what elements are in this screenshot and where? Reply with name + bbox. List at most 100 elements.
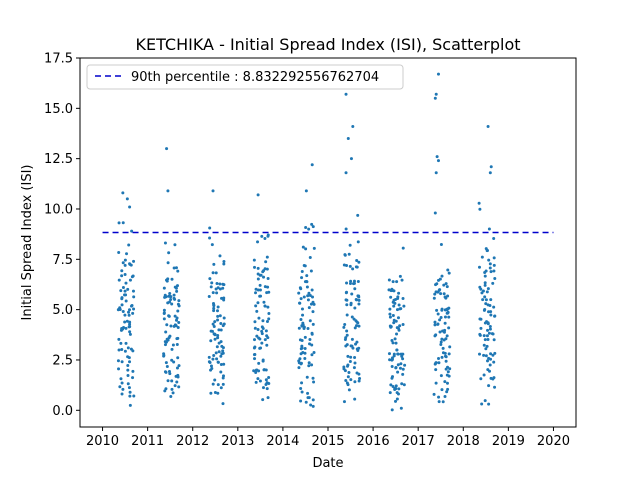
scatter-point xyxy=(305,285,309,289)
scatter-point xyxy=(307,361,311,365)
scatter-point xyxy=(347,388,351,392)
scatter-point xyxy=(177,364,181,368)
scatter-point xyxy=(267,381,271,385)
scatter-point xyxy=(171,343,175,347)
scatter-point xyxy=(402,383,406,387)
scatter-point xyxy=(311,225,315,229)
scatter-point xyxy=(344,298,348,302)
scatter-point xyxy=(493,385,497,389)
scatter-point xyxy=(401,323,405,327)
scatter-point xyxy=(265,291,269,295)
scatter-point xyxy=(121,327,125,331)
scatter-point xyxy=(443,315,447,319)
scatter-point xyxy=(492,269,496,273)
scatter-point xyxy=(128,320,132,324)
scatter-point xyxy=(121,261,125,265)
scatter-point xyxy=(439,292,443,296)
y-tick-label: 17.5 xyxy=(44,52,73,67)
scatter-point xyxy=(346,137,350,141)
scatter-point xyxy=(120,297,124,301)
scatter-point xyxy=(169,394,173,398)
scatter-point xyxy=(391,341,395,345)
scatter-point xyxy=(357,302,361,306)
scatter-point xyxy=(127,356,131,360)
scatter-point xyxy=(488,363,492,367)
scatter-point xyxy=(221,374,225,378)
scatter-point xyxy=(346,375,350,379)
scatter-point xyxy=(492,338,496,342)
scatter-point xyxy=(162,286,166,290)
scatter-point xyxy=(488,266,492,270)
scatter-point xyxy=(492,237,496,241)
scatter-point xyxy=(479,326,483,330)
scatter-point xyxy=(211,322,215,326)
scatter-point xyxy=(123,263,127,267)
scatter-point xyxy=(218,287,222,291)
scatter-point xyxy=(356,280,360,284)
scatter-point xyxy=(308,342,312,346)
scatter-point xyxy=(117,250,121,254)
scatter-point xyxy=(358,376,362,380)
scatter-point xyxy=(388,358,392,362)
scatter-point xyxy=(260,325,264,329)
scatter-point xyxy=(485,344,489,348)
scatter-point xyxy=(256,301,260,305)
scatter-point xyxy=(395,348,399,352)
scatter-point xyxy=(209,285,213,289)
scatter-point xyxy=(389,295,393,299)
scatter-point xyxy=(491,377,495,381)
scatter-point xyxy=(120,274,124,278)
scatter-point xyxy=(170,347,174,351)
scatter-point xyxy=(175,316,179,320)
scatter-point xyxy=(349,344,353,348)
scatter-point xyxy=(486,328,490,332)
scatter-point xyxy=(252,353,256,357)
scatter-point xyxy=(256,266,260,270)
scatter-point xyxy=(306,327,310,331)
scatter-point xyxy=(261,319,265,323)
scatter-point xyxy=(440,308,444,312)
scatter-point xyxy=(124,326,128,330)
scatter-point xyxy=(211,357,215,361)
scatter-point xyxy=(125,197,129,201)
scatter-point xyxy=(438,288,442,292)
scatter-point xyxy=(175,380,179,384)
scatter-point xyxy=(395,308,399,312)
scatter-point xyxy=(447,326,451,330)
scatter-point xyxy=(390,365,394,369)
scatter-point xyxy=(397,328,401,332)
scatter-point xyxy=(126,373,130,377)
scatter-point xyxy=(357,346,361,350)
scatter-point xyxy=(176,326,180,330)
scatter-point xyxy=(127,386,131,390)
scatter-point xyxy=(441,346,445,350)
scatter-point xyxy=(300,307,304,311)
scatter-point xyxy=(120,347,124,351)
scatter-point xyxy=(219,363,223,367)
scatter-point xyxy=(434,171,438,175)
scatter-point xyxy=(221,286,225,290)
scatter-point xyxy=(345,313,349,317)
scatter-point xyxy=(168,372,172,376)
scatter-point xyxy=(488,327,492,331)
scatter-point xyxy=(395,397,399,401)
scatter-point xyxy=(173,243,177,247)
scatter-point xyxy=(127,310,131,314)
scatter-point xyxy=(131,376,135,380)
scatter-point xyxy=(171,391,175,395)
scatter-point xyxy=(216,360,220,364)
y-tick-label: 15.0 xyxy=(44,102,73,117)
scatter-point xyxy=(356,213,360,217)
scatter-point xyxy=(443,295,447,299)
scatter-point xyxy=(307,291,311,295)
scatter-point xyxy=(436,159,440,163)
x-axis-label: Date xyxy=(312,456,343,471)
scatter-point xyxy=(398,274,402,278)
scatter-point xyxy=(220,296,224,300)
scatter-point xyxy=(397,387,401,391)
scatter-point xyxy=(483,283,487,287)
scatter-point xyxy=(215,282,219,286)
scatter-point xyxy=(482,334,486,338)
scatter-point xyxy=(306,391,310,395)
scatter-point xyxy=(173,297,177,301)
